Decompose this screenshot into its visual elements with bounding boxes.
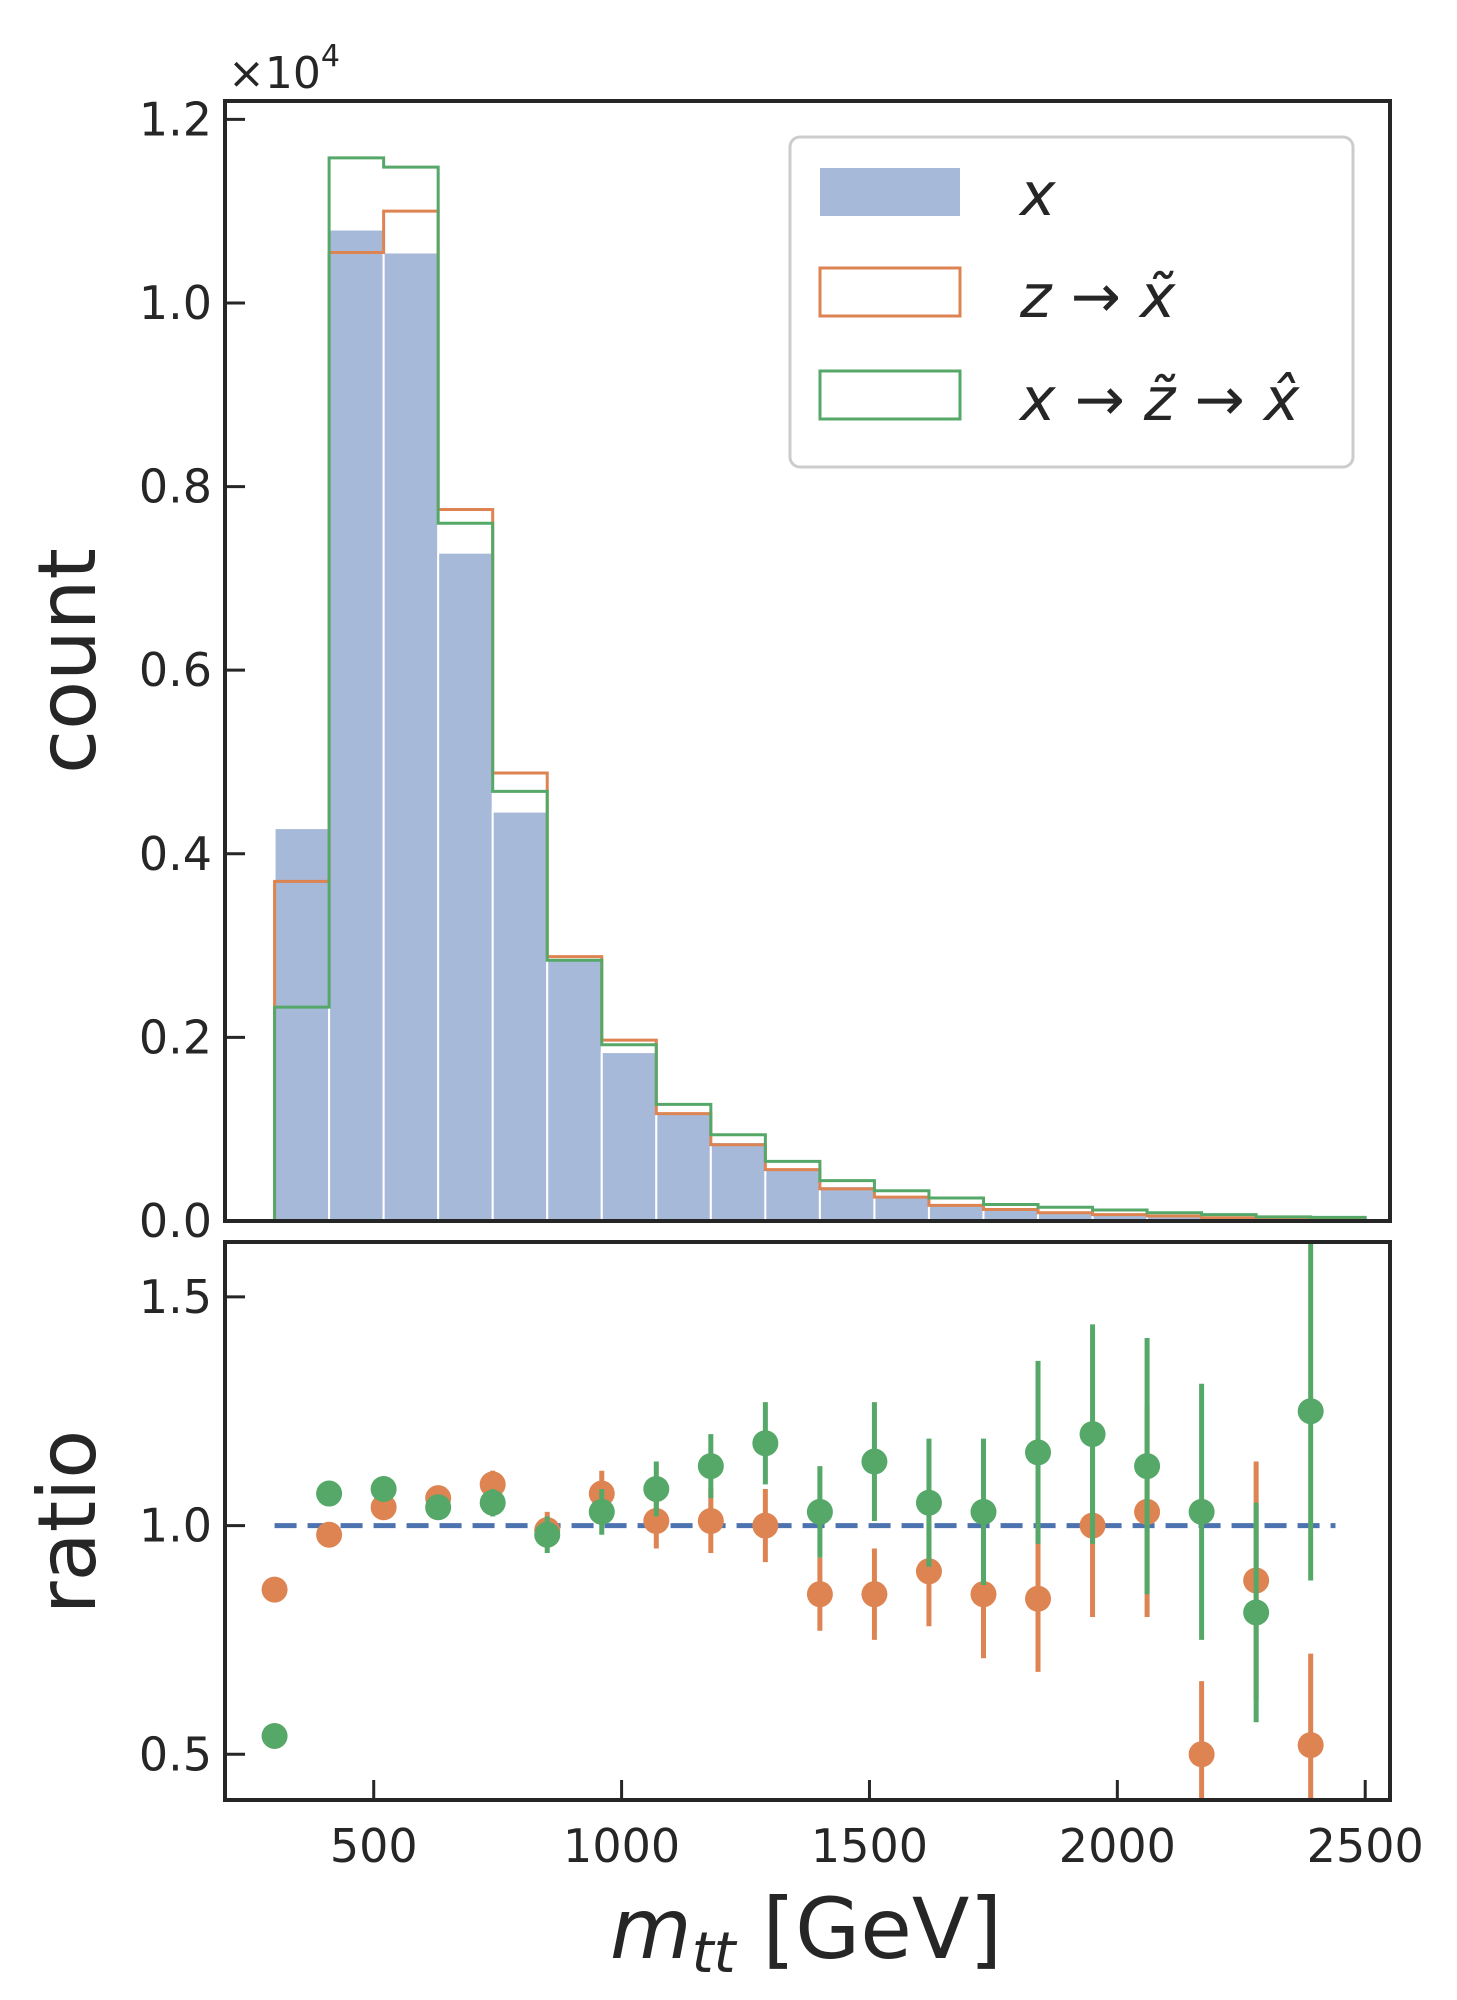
ratio-y-tick-label: 0.5 [139,1727,212,1781]
ratio-point-x-to-z-tilde-to-x-hat [1297,1398,1324,1425]
histogram-bar-x [818,1185,876,1222]
histogram-bar-x [382,251,440,1222]
histogram-bar-x [927,1203,985,1223]
histogram-bar-x [491,810,549,1222]
count-y-tick-label: 0.8 [139,460,212,514]
ratio-point-x-to-z-tilde-to-x-hat [316,1480,343,1507]
ratio-points [261,1244,1324,1798]
ratio-point-x-to-z-tilde-to-x-hat [970,1498,997,1525]
histogram-bars [273,228,1367,1223]
ratio-point-z-to-x-tilde [261,1576,288,1603]
ratio-point-x-to-z-tilde-to-x-hat [752,1430,779,1457]
ratio-y-tick-label: 1.0 [139,1499,212,1553]
histogram-bar-x [437,551,494,1222]
legend-frame [788,135,1355,469]
ratio-point-z-to-x-tilde [697,1508,724,1534]
x-tick-label: 2000 [1059,1819,1176,1873]
ratio-point-z-to-x-tilde [806,1581,833,1608]
ratio-point-x-to-z-tilde-to-x-hat [425,1494,452,1521]
ratio-axes-frame [223,1240,1392,1802]
x-tick-label: 1500 [811,1819,928,1873]
histogram-steps [273,156,1367,1221]
ratio-point-x-to-z-tilde-to-x-hat [1188,1498,1215,1525]
x-tick-label: 500 [330,1819,418,1873]
ratio-point-x-to-z-tilde-to-x-hat [479,1489,506,1516]
histogram-bar-x [655,1111,712,1222]
count-y-tick-label: 0.6 [139,643,212,697]
histogram-axes-frame [223,99,1392,1223]
legend-label-x-to-z-tilde-to-x-hat: x → z̃ → x̂ [1018,365,1300,435]
ratio-point-x-to-z-tilde-to-x-hat [1025,1439,1052,1466]
ratio-point-x-to-z-tilde-to-x-hat [1243,1599,1270,1626]
ratio-panel: 0.5 1.0 1.5 500 1000 1500 2000 2500 ratio mtt … [21,1240,1424,1986]
ratio-point-x-to-z-tilde-to-x-hat [588,1498,615,1525]
legend-swatch-z-to-x-tilde [818,266,962,318]
ratio-point-z-to-x-tilde [861,1581,888,1608]
histogram-step-x-to-z-tilde-to-x-hat [273,156,1367,1221]
histogram-bar-x [328,228,385,1222]
count-y-tick-label: 1.2 [139,92,212,146]
ratio-point-x-to-z-tilde-to-x-hat [861,1448,888,1475]
histogram-panel: 0.0 0.2 0.4 0.6 0.8 1.0 1.2 ×104 count x z → x… [21,39,1392,1248]
ratio-point-z-to-x-tilde [643,1508,670,1534]
count-axis-label: count [21,548,114,774]
legend-label-x: x [1018,160,1056,230]
legend-swatch-x-to-z-tilde-to-x-hat [818,369,962,421]
count-y-tick-label: 0.0 [139,1194,212,1248]
ratio-point-x-to-z-tilde-to-x-hat [697,1453,724,1480]
x-axis-label: mtt [GeV] [610,1880,1002,1986]
count-y-tick-label: 0.2 [139,1010,212,1064]
ratio-point-z-to-x-tilde [1025,1585,1052,1612]
ratio-point-z-to-x-tilde [479,1471,506,1498]
histogram-bar-x [709,1141,767,1223]
count-y-tick-label: 0.4 [139,827,212,881]
x-ticks: 500 1000 1500 2000 2500 [330,1780,1424,1873]
ratio-axis-label: ratio [21,1430,114,1614]
ratio-point-z-to-x-tilde [915,1558,942,1585]
ratio-y-tick-label: 1.5 [139,1270,212,1324]
ratio-point-z-to-x-tilde [316,1521,343,1548]
ratio-point-z-to-x-tilde [370,1494,397,1521]
ratio-y-ticks: 0.5 1.0 1.5 [139,1270,245,1781]
ratio-point-x-to-z-tilde-to-x-hat [261,1722,288,1749]
legend-label-z-to-x-tilde: z → x̃ [1019,262,1176,332]
ratio-point-x-to-z-tilde-to-x-hat [1134,1453,1161,1480]
ratio-point-z-to-x-tilde [752,1512,779,1539]
histogram-bar-x [273,827,331,1222]
ratio-point-z-to-x-tilde [970,1581,997,1608]
ratio-point-x-to-z-tilde-to-x-hat [534,1521,561,1548]
count-y-tick-label: 1.0 [139,276,212,330]
ratio-point-x-to-z-tilde-to-x-hat [370,1475,397,1502]
legend-swatch-x [820,168,960,216]
histogram-bar-x [764,1167,821,1222]
histogram-bar-x [873,1196,930,1222]
histogram-bar-x [546,957,603,1222]
ratio-point-x-to-z-tilde-to-x-hat [1079,1421,1106,1448]
ratio-point-x-to-z-tilde-to-x-hat [643,1475,670,1502]
ratio-point-x-to-z-tilde-to-x-hat [806,1498,833,1525]
ratio-point-z-to-x-tilde [1188,1741,1215,1768]
offset-label: ×104 [228,39,340,99]
histogram-bar-x [600,1051,658,1222]
x-tick-label: 1000 [563,1819,680,1873]
legend: x z → x̃ x → z̃ → x̂ [788,135,1355,469]
count-y-ticks: 0.0 0.2 0.4 0.6 0.8 1.0 1.2 [139,92,245,1248]
ratio-point-z-to-x-tilde [1297,1732,1324,1759]
ratio-point-x-to-z-tilde-to-x-hat [915,1489,942,1516]
x-tick-label: 2500 [1307,1819,1424,1873]
